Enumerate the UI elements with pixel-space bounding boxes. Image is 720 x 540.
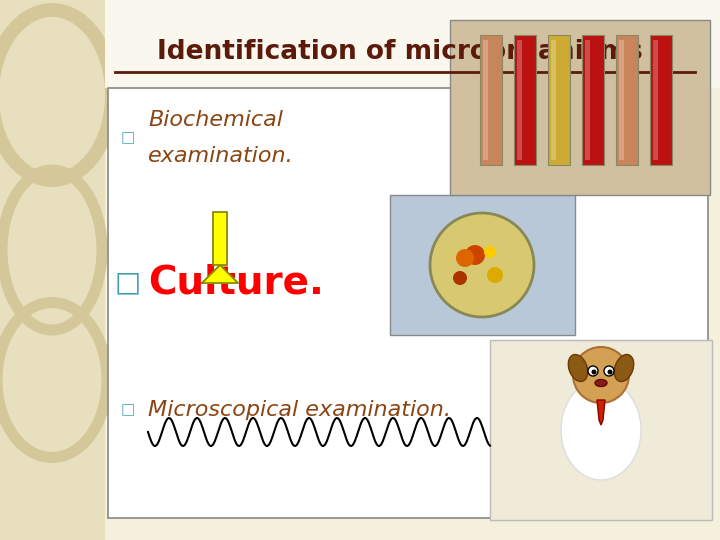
Bar xyxy=(105,0,720,88)
Circle shape xyxy=(573,347,629,403)
Text: □: □ xyxy=(121,402,135,417)
Circle shape xyxy=(465,245,485,265)
Bar xyxy=(517,40,522,160)
Circle shape xyxy=(484,246,496,258)
Polygon shape xyxy=(202,265,238,283)
Bar xyxy=(653,40,658,160)
Bar xyxy=(108,88,708,518)
Text: Identification of microorganisms: Identification of microorganisms xyxy=(157,39,643,65)
Circle shape xyxy=(592,369,596,375)
Bar xyxy=(480,35,502,165)
Bar xyxy=(650,35,672,165)
Text: Microscopical examination.: Microscopical examination. xyxy=(148,400,451,420)
Text: Biochemical
examination.: Biochemical examination. xyxy=(148,110,294,166)
Bar xyxy=(585,40,590,160)
Circle shape xyxy=(453,271,467,285)
Bar xyxy=(390,195,575,335)
Ellipse shape xyxy=(595,380,607,387)
Text: □: □ xyxy=(121,131,135,145)
Circle shape xyxy=(588,366,598,376)
Circle shape xyxy=(430,213,534,317)
Bar xyxy=(619,40,624,160)
Ellipse shape xyxy=(561,380,641,480)
Circle shape xyxy=(608,369,613,375)
Ellipse shape xyxy=(614,354,634,382)
Bar xyxy=(0,0,105,540)
Bar xyxy=(548,35,570,165)
Bar xyxy=(514,35,536,165)
Circle shape xyxy=(604,366,614,376)
Circle shape xyxy=(487,267,503,283)
Circle shape xyxy=(456,249,474,267)
Text: □: □ xyxy=(115,268,141,296)
Polygon shape xyxy=(597,400,605,425)
Bar xyxy=(483,40,488,160)
Bar xyxy=(616,35,638,165)
Bar xyxy=(551,40,556,160)
Bar xyxy=(213,212,227,265)
Text: Culture.: Culture. xyxy=(148,263,324,301)
Bar xyxy=(490,340,712,520)
Ellipse shape xyxy=(568,354,588,382)
Bar xyxy=(582,35,604,165)
Bar xyxy=(450,20,710,195)
